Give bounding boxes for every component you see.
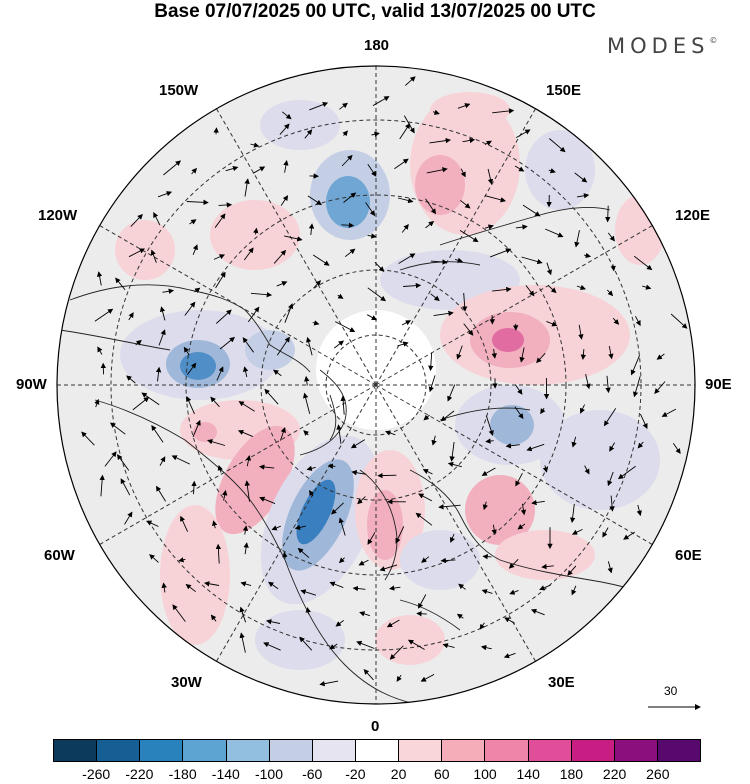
anomaly-negative xyxy=(260,100,340,150)
colorbar-segment xyxy=(140,740,183,761)
colorbar-segment xyxy=(529,740,572,761)
colorbar-segment xyxy=(658,740,700,761)
colorbar-tick-label: -100 xyxy=(255,766,283,782)
lon-label-120e: 120E xyxy=(675,207,710,224)
modes-logo: MODES© xyxy=(607,34,717,58)
brand-name: MODES xyxy=(607,34,709,58)
lon-label-90w: 90W xyxy=(16,376,47,393)
anomaly-positive xyxy=(115,220,175,280)
anomaly-negative xyxy=(490,405,534,445)
colorbar-segment xyxy=(485,740,528,761)
colorbar-tick-label: 220 xyxy=(603,766,626,782)
anomaly-positive xyxy=(375,615,445,665)
colorbar-segment xyxy=(356,740,399,761)
colorbar-segment xyxy=(399,740,442,761)
wind-vector xyxy=(378,475,396,476)
colorbar-segment xyxy=(313,740,356,761)
anomaly-positive xyxy=(495,530,595,580)
lon-label-150e: 150E xyxy=(546,82,581,99)
anomaly-negative xyxy=(525,130,595,210)
colorbar-segment xyxy=(572,740,615,761)
anomaly-negative xyxy=(326,176,370,228)
anomaly-positive xyxy=(210,200,300,270)
lon-label-60w: 60W xyxy=(44,547,75,564)
colorbar-segment xyxy=(183,740,226,761)
lon-label-180: 180 xyxy=(364,37,389,54)
colorbar-tick-label: 100 xyxy=(473,766,496,782)
colorbar-tick-label: -140 xyxy=(212,766,240,782)
colorbar-tick-label: -180 xyxy=(169,766,197,782)
anomaly-negative xyxy=(400,530,480,590)
colorbar-tick-label: 260 xyxy=(646,766,669,782)
colorbar-segment xyxy=(270,740,313,761)
anomaly-positive xyxy=(160,505,230,645)
lon-label-150w: 150W xyxy=(159,82,198,99)
colorbar-ticks: -260 -220 -180 -140 -100 -60 -20 20 60 100 140 180 2… xyxy=(0,766,750,784)
lon-label-90e: 90E xyxy=(705,376,732,393)
wind-vector xyxy=(608,206,609,222)
colorbar-segment xyxy=(442,740,485,761)
colorbar-segment xyxy=(54,740,97,761)
colorbar-tick-label: -220 xyxy=(125,766,153,782)
colorbar-tick-label: 60 xyxy=(434,766,450,782)
brand-mark: © xyxy=(709,36,717,45)
colorbar-tick-label: 180 xyxy=(560,766,583,782)
lon-label-60e: 60E xyxy=(675,547,702,564)
lon-label-30e: 30E xyxy=(548,674,575,691)
colorbar-segment xyxy=(615,740,658,761)
anomaly-negative xyxy=(540,410,660,510)
colorbar-segment xyxy=(227,740,270,761)
colorbar-tick-label: -20 xyxy=(345,766,365,782)
lon-label-120w: 120W xyxy=(38,207,77,224)
colorbar-tick-label: -260 xyxy=(82,766,110,782)
colorbar-tick-label: 140 xyxy=(517,766,540,782)
lon-label-0: 0 xyxy=(371,718,379,735)
reference-vector-label: 30 xyxy=(664,684,677,698)
anomaly-positive xyxy=(367,490,403,560)
lon-label-30w: 30W xyxy=(171,674,202,691)
colorbar-tick-label: -60 xyxy=(302,766,322,782)
colorbar-tick-label: 20 xyxy=(391,766,407,782)
anomaly-positive xyxy=(430,92,510,128)
anomaly-positive xyxy=(492,328,524,352)
wind-vector xyxy=(483,556,491,557)
anomaly-negative xyxy=(255,610,345,670)
anomaly-negative xyxy=(180,352,216,380)
wind-vector xyxy=(216,128,217,134)
anomaly-negative xyxy=(245,330,295,370)
anomaly-positive xyxy=(193,422,217,442)
map-title: Base 07/07/2025 00 UTC, valid 13/07/2025… xyxy=(0,0,750,24)
colorbar-segment xyxy=(97,740,140,761)
colorbar xyxy=(53,739,701,762)
